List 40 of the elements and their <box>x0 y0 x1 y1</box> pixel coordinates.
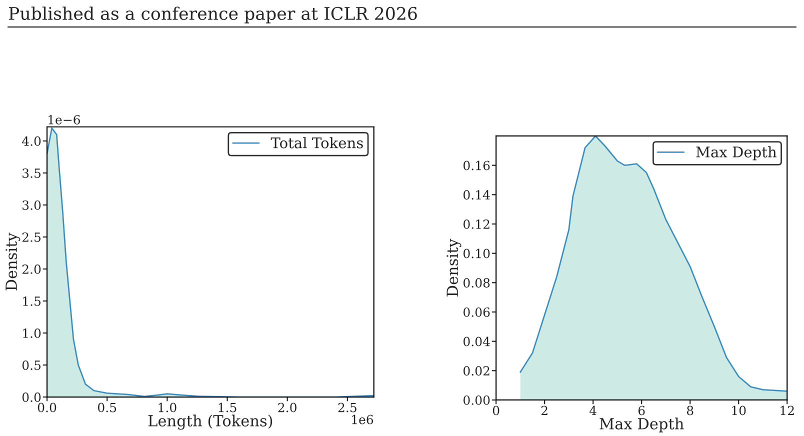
y-tick-label: 3.0 <box>22 200 41 210</box>
y-tick-label: 0.10 <box>464 248 490 258</box>
y-tick-label: 0.16 <box>464 160 490 170</box>
x-tick-label: 6 <box>638 406 645 416</box>
y-tick-label: 0.5 <box>22 360 41 370</box>
x-tick-label: 2.0 <box>278 402 296 412</box>
x-tick-label: 0.5 <box>98 402 116 412</box>
text: 1e−6 <box>48 115 80 124</box>
y-axis-title: Density <box>6 232 20 290</box>
y-axis-title: Density <box>446 238 462 296</box>
legend-label: Max Depth <box>696 146 776 160</box>
y-tick-label: 3.5 <box>22 168 41 178</box>
y-tick-label: 0.06 <box>464 307 490 317</box>
y-tick-label: 0.08 <box>464 278 490 288</box>
x-tick-label: 0.0 <box>38 402 56 412</box>
y-tick-label: 0.14 <box>464 190 490 200</box>
y-tick-label: 0.00 <box>464 395 490 405</box>
x-tick-label: 2 <box>541 406 548 416</box>
x-axis-title: Length (Tokens) <box>148 414 272 430</box>
y-tick-label: 0.0 <box>22 392 41 402</box>
x-tick-label: 2.5 <box>338 402 356 412</box>
x-tick-label: 8 <box>686 406 694 416</box>
y-tick-label: 2.5 <box>22 232 41 242</box>
y-tick-label: 0.12 <box>464 219 490 229</box>
y-tick-label: 1.0 <box>23 328 41 338</box>
x-tick-label: 1.0 <box>158 402 176 412</box>
x-tick-label: 12 <box>780 406 794 416</box>
y-tick-label: 0.02 <box>464 366 490 376</box>
y-tick-label: 1.5 <box>23 296 41 306</box>
text: Published as a conference paper at ICLR 2026 <box>8 6 417 24</box>
y-tick-label: 2.0 <box>22 264 41 274</box>
text: 1e6 <box>352 414 374 424</box>
x-tick-label: 0 <box>492 406 500 416</box>
x-tick-label: 1.5 <box>218 402 236 412</box>
legend-label: Total Tokens <box>270 137 363 148</box>
x-axis-title: Max Depth <box>600 418 684 432</box>
y-tick-label: 0.04 <box>464 336 490 346</box>
x-tick-label: 10 <box>732 406 746 416</box>
y-tick-label: 4.0 <box>22 136 41 146</box>
x-tick-label: 4 <box>589 406 596 416</box>
